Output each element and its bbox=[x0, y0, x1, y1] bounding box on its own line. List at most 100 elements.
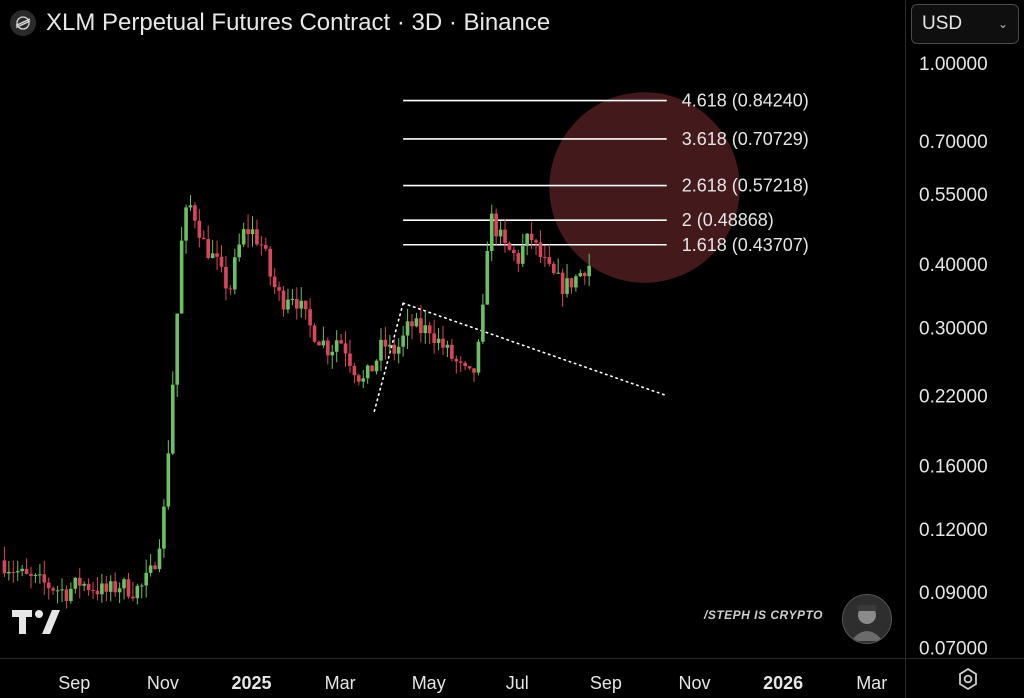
candle bbox=[481, 294, 485, 345]
candle bbox=[219, 245, 224, 273]
candle bbox=[582, 271, 587, 285]
candle bbox=[20, 565, 24, 577]
candle bbox=[556, 258, 560, 274]
candle bbox=[352, 362, 357, 384]
price-tick-label: 0.55000 bbox=[919, 185, 988, 206]
candle bbox=[565, 263, 569, 298]
currency-select[interactable]: USD ⌄ bbox=[911, 4, 1019, 44]
candle bbox=[290, 289, 295, 306]
trendline-1 bbox=[402, 302, 668, 397]
candle bbox=[312, 323, 317, 343]
price-tick-label: 0.30000 bbox=[919, 318, 988, 339]
candle bbox=[357, 374, 361, 386]
candle bbox=[286, 288, 290, 314]
candle bbox=[69, 582, 73, 604]
fib-level-label-3: 2 (0.48868) bbox=[682, 210, 774, 230]
price-tick-label: 0.09000 bbox=[919, 583, 988, 604]
candle bbox=[250, 216, 255, 247]
candle bbox=[427, 321, 432, 345]
candle bbox=[494, 208, 498, 247]
candle bbox=[215, 240, 219, 271]
candle bbox=[55, 585, 60, 604]
candle bbox=[277, 281, 281, 301]
candle bbox=[153, 561, 157, 571]
candle bbox=[82, 581, 86, 592]
candle bbox=[520, 233, 525, 267]
candle bbox=[11, 560, 16, 583]
candle bbox=[498, 221, 503, 245]
candle bbox=[370, 365, 374, 372]
candle bbox=[295, 287, 299, 320]
candle bbox=[538, 230, 543, 263]
fib-extension-layer: 4.618 (0.84240) 3.618 (0.70729) 2.618 (0.5… bbox=[403, 91, 809, 255]
fib-level-label-0: 4.618 (0.84240) bbox=[682, 91, 809, 111]
candle bbox=[175, 313, 179, 398]
price-tick-label: 0.12000 bbox=[919, 520, 988, 541]
price-tick-label: 0.70000 bbox=[919, 132, 988, 153]
candle bbox=[268, 246, 273, 286]
author-avatar bbox=[842, 594, 892, 644]
candle bbox=[232, 248, 237, 295]
candle bbox=[489, 204, 494, 262]
candle bbox=[445, 340, 450, 357]
tradingview-logo-icon bbox=[12, 606, 64, 641]
candle bbox=[100, 573, 104, 603]
time-tick-label: May bbox=[412, 673, 446, 693]
candle bbox=[432, 319, 436, 354]
candle bbox=[184, 204, 188, 254]
candle bbox=[441, 325, 445, 356]
fib-level-label-4: 1.618 (0.43707) bbox=[682, 235, 809, 255]
price-tick-label: 0.40000 bbox=[919, 255, 988, 276]
candle bbox=[401, 325, 405, 357]
candle bbox=[272, 268, 277, 294]
candle bbox=[334, 330, 339, 363]
candle bbox=[108, 575, 113, 602]
candle bbox=[512, 246, 516, 261]
candle bbox=[574, 274, 578, 292]
candle bbox=[392, 338, 397, 361]
candle bbox=[148, 554, 153, 577]
candle bbox=[166, 440, 171, 510]
time-tick-label: Nov bbox=[147, 673, 179, 693]
candle bbox=[60, 578, 64, 603]
candle bbox=[139, 583, 144, 599]
candle bbox=[454, 355, 459, 374]
trendline-0 bbox=[373, 302, 404, 412]
candle bbox=[578, 269, 583, 278]
trendline-layer bbox=[373, 302, 668, 412]
candle bbox=[326, 337, 330, 365]
candle bbox=[126, 573, 131, 599]
chart-title: XLM Perpetual Futures Contract · 3D · Bi… bbox=[46, 9, 551, 36]
price-tick-label: 0.16000 bbox=[919, 457, 988, 478]
stellar-icon bbox=[10, 10, 36, 36]
candle bbox=[321, 326, 326, 348]
candle bbox=[241, 222, 246, 248]
candle bbox=[308, 298, 312, 338]
candle bbox=[560, 268, 565, 307]
time-tick-label: Sep bbox=[58, 673, 90, 693]
candle bbox=[343, 331, 348, 367]
price-tick-label: 0.07000 bbox=[919, 638, 988, 659]
candle bbox=[201, 230, 206, 240]
time-tick-label: Mar bbox=[325, 673, 356, 693]
candle bbox=[255, 219, 259, 247]
candle bbox=[281, 286, 286, 317]
candle bbox=[587, 253, 591, 287]
time-tick-label: Sep bbox=[590, 673, 622, 693]
candle bbox=[414, 312, 419, 328]
candle bbox=[104, 575, 109, 602]
candle bbox=[458, 356, 463, 372]
candle bbox=[361, 369, 366, 389]
time-axis-divider bbox=[0, 658, 1024, 659]
candle bbox=[423, 311, 428, 344]
candle bbox=[7, 560, 11, 581]
candle bbox=[15, 560, 20, 581]
price-tick-label: 0.22000 bbox=[919, 387, 988, 408]
candle bbox=[348, 339, 352, 373]
settings-gear-icon[interactable] bbox=[948, 664, 988, 694]
candle bbox=[529, 221, 534, 250]
target-zone-circle bbox=[549, 92, 740, 283]
candle bbox=[463, 361, 467, 371]
candle bbox=[569, 277, 574, 294]
